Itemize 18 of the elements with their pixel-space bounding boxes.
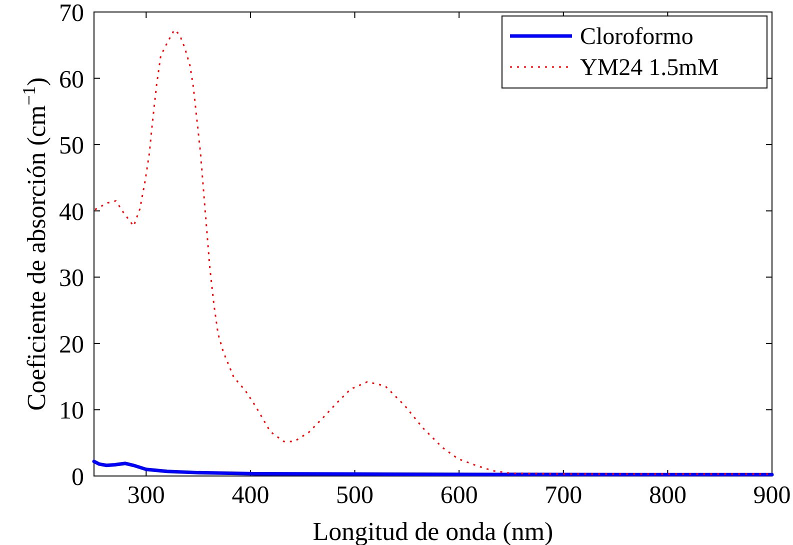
legend-label: Cloroformo: [580, 24, 694, 50]
y-tick-label: 30: [59, 265, 84, 292]
y-tick-label: 60: [59, 66, 84, 94]
legend-label: YM24 1.5mM: [580, 55, 719, 81]
y-tick-label: 20: [59, 331, 84, 358]
x-tick-label: 300: [127, 482, 165, 509]
y-tick-label: 70: [59, 0, 84, 27]
x-tick-label: 700: [544, 482, 582, 509]
y-tick-label: 40: [59, 198, 84, 226]
y-tick-label: 10: [59, 398, 84, 425]
x-tick-label: 600: [440, 482, 478, 509]
x-tick-label: 800: [648, 482, 686, 509]
y-tick-label: 0: [72, 464, 84, 491]
x-tick-label: 900: [753, 482, 791, 509]
line-series: [92, 460, 774, 476]
y-tick-label: 50: [59, 132, 84, 160]
x-tick-label: 400: [232, 482, 270, 509]
x-tick-label: 500: [336, 482, 374, 509]
